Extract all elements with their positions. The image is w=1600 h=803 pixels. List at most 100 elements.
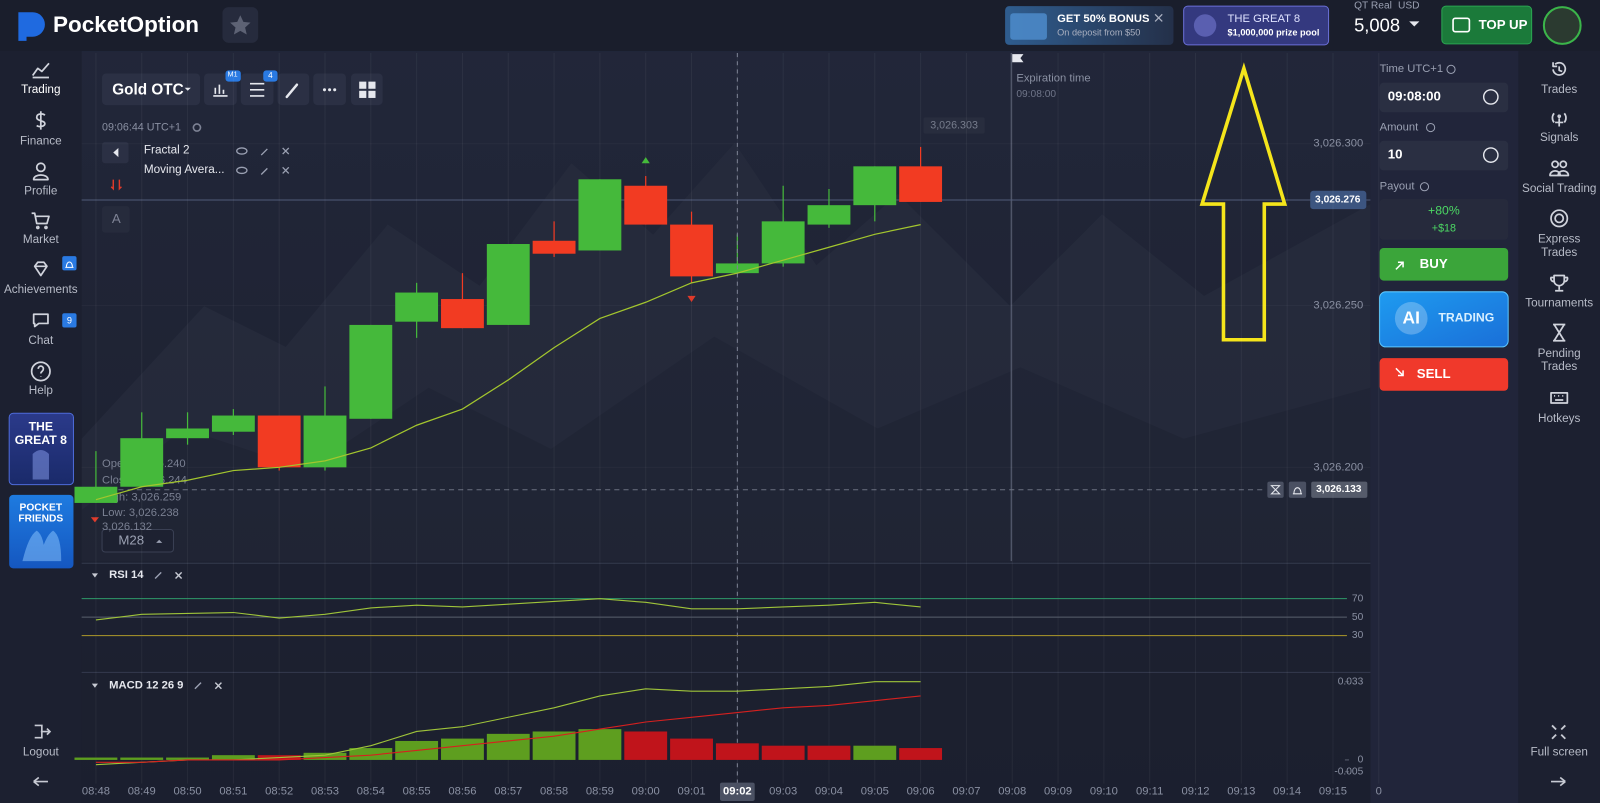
rsi-tick-label: 70 — [1352, 593, 1364, 604]
panel-collapse[interactable] — [91, 573, 98, 578]
info-icon — [1419, 182, 1430, 192]
nav-label[interactable]: Market — [22, 234, 59, 247]
time-label: 08:59 — [586, 786, 614, 798]
time-label: 08:50 — [174, 786, 202, 798]
crosshair-label-bg — [720, 782, 755, 801]
macd-histogram-bar — [303, 752, 347, 760]
panel-collapse[interactable] — [91, 683, 98, 688]
ai-trading-button[interactable] — [1379, 291, 1509, 348]
time-label: 09:05 — [861, 786, 889, 798]
nav-label[interactable]: Profile — [24, 185, 58, 198]
rsi-tick-label: 30 — [1352, 630, 1364, 641]
candle-body — [670, 224, 713, 277]
nav-label[interactable]: Trades — [1541, 84, 1578, 97]
ohlc-legend: High: 3,026.259 — [102, 491, 182, 504]
macd-histogram-bar — [853, 745, 897, 760]
brush-icon — [285, 83, 299, 99]
amount-label: Amount — [1379, 121, 1419, 134]
candle-body — [853, 166, 897, 206]
zoom-selector[interactable] — [101, 529, 174, 553]
close-icon[interactable] — [1154, 13, 1163, 22]
macd-histogram-bar — [486, 733, 530, 760]
wallet-icon — [1452, 17, 1471, 33]
edit-icon[interactable] — [154, 571, 162, 580]
high-label: 3,026.303 — [930, 119, 978, 132]
nav-icon — [1551, 112, 1567, 127]
settings-icon[interactable] — [192, 123, 202, 132]
macd-tick-label: 0.033 — [1338, 676, 1364, 687]
time-label: 08:52 — [265, 786, 293, 798]
text-tool-bg[interactable] — [102, 206, 130, 233]
fractal-up — [641, 157, 650, 164]
promo-banner[interactable] — [1183, 5, 1330, 46]
nav-label[interactable]: Help — [28, 385, 53, 398]
time-label: 09:07 — [952, 786, 980, 798]
time-label: 09:15 — [1319, 786, 1347, 798]
edit-icon[interactable] — [194, 682, 202, 690]
nav-label[interactable]: Trading — [21, 84, 61, 97]
nav-label[interactable]: Tournaments — [1525, 297, 1594, 310]
expand-nav[interactable] — [1551, 776, 1566, 787]
buy-button[interactable] — [1379, 247, 1509, 281]
macd-histogram-bar — [74, 757, 118, 760]
nav-label[interactable]: Achievements — [3, 284, 78, 297]
indicator-count-text: 4 — [268, 70, 273, 81]
nav-label[interactable]: Signals — [1539, 132, 1579, 145]
nav-label[interactable]: Chat — [28, 335, 54, 348]
time-label: 09:00 — [632, 786, 660, 798]
sell-button[interactable] — [1379, 358, 1509, 391]
great-8-card[interactable] — [8, 412, 74, 486]
payout-percent: +80% — [1428, 203, 1460, 218]
time-label: 09:04 — [815, 786, 843, 798]
trade-panel-bg — [1370, 51, 1519, 803]
balance: 5,008 — [1354, 14, 1401, 36]
fractal-tool[interactable] — [110, 179, 122, 191]
zoom-level: M28 — [118, 532, 145, 548]
nav-badge — [62, 313, 77, 328]
nav-icon — [1552, 61, 1567, 76]
indicator-name: Moving Avera... — [143, 163, 225, 176]
ohlc-legend: Low: 3,026.238 — [102, 506, 179, 520]
time-label: 09:13 — [1227, 786, 1255, 798]
gift-icon — [1010, 13, 1047, 40]
macd-histogram-bar — [578, 729, 622, 760]
time-input[interactable] — [1379, 82, 1509, 113]
bonus-banner[interactable] — [1005, 6, 1174, 45]
top-up-button[interactable] — [1441, 5, 1533, 45]
sell-label: SELL — [1416, 365, 1451, 382]
fullscreen-label: Full screen — [1530, 746, 1588, 759]
time-label: 08:55 — [403, 786, 431, 798]
nav-label[interactable]: Pending Trades — [1537, 347, 1581, 374]
rsi-line — [95, 598, 921, 621]
macd-histogram-bar — [120, 757, 164, 760]
collapse-nav[interactable] — [33, 776, 48, 787]
avatar[interactable] — [1542, 6, 1582, 45]
indicator-actions — [236, 147, 290, 175]
time-label: 08:57 — [494, 786, 522, 798]
candles-icon — [213, 84, 228, 97]
nav-label[interactable]: Social Trading — [1522, 183, 1597, 196]
asset-selector[interactable] — [102, 73, 201, 106]
balance-caret[interactable] — [1409, 21, 1420, 27]
macd-tick-label: 0 — [1358, 755, 1364, 766]
ai-badge — [1394, 302, 1428, 335]
candle-body — [441, 299, 484, 329]
nav-label[interactable]: Finance — [19, 135, 62, 148]
remove-icon[interactable] — [214, 682, 222, 690]
star-icon — [230, 15, 251, 35]
asset-name: Gold OTC — [112, 80, 184, 99]
amount-value: 10 — [1387, 146, 1403, 162]
macd-histogram-bar — [441, 738, 484, 760]
bell-icon — [1292, 487, 1303, 495]
nav-label[interactable]: Hotkeys — [1537, 412, 1581, 425]
amount-input[interactable] — [1379, 140, 1509, 171]
nav-label[interactable]: Express Trades — [1537, 233, 1581, 260]
price-tag: 3,026.276 — [1315, 194, 1361, 206]
asset-caret — [184, 87, 191, 91]
chart-clock: 09:06:44 UTC+1 — [102, 121, 181, 134]
bell-icon — [65, 261, 74, 268]
remove-icon[interactable] — [175, 571, 183, 580]
